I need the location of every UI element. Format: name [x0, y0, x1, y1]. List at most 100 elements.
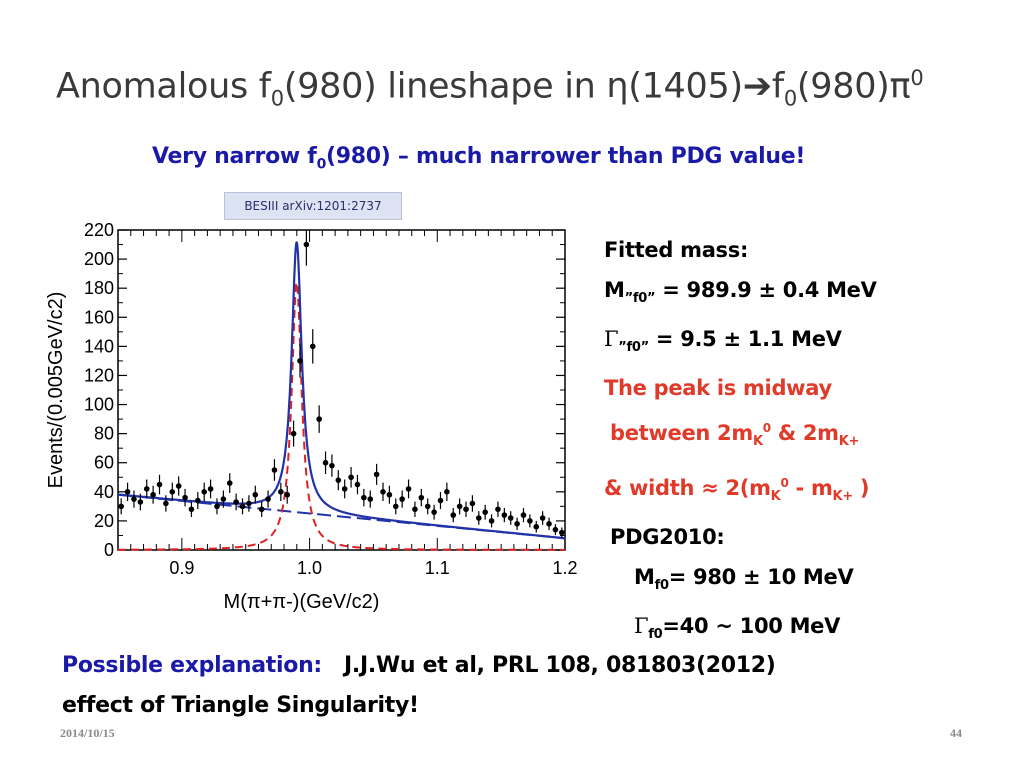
pdg-mass-symbol: M — [634, 564, 655, 589]
data-point — [278, 489, 284, 495]
peak-note-2: between 2mK0 & 2mK+ — [604, 408, 877, 462]
y-tick-label: 40 — [94, 482, 114, 502]
signal-curve — [118, 282, 565, 551]
data-point — [284, 491, 291, 498]
data-point — [258, 506, 265, 513]
data-point — [156, 481, 163, 488]
data-point — [118, 503, 124, 510]
data-point — [380, 489, 386, 495]
data-point — [309, 343, 316, 350]
data-points — [118, 230, 565, 538]
fit-notes: Fitted mass: M”f0” = 989.9 ± 0.4 MeV Γ”f… — [604, 230, 877, 655]
data-point — [329, 462, 335, 469]
explanation-reference: J.J.Wu et al, PRL 108, 081803(2012) — [344, 653, 776, 678]
y-tick-label: 200 — [84, 249, 114, 269]
data-point — [175, 483, 182, 489]
lineshape-chart: 0 20 40 60 80 100 120 140 160 180 200 220 0.9 1.0 1.1 1… — [45, 220, 578, 613]
mass-symbol: M — [604, 278, 625, 302]
peak-note-1: The peak is midway — [604, 376, 832, 401]
data-point — [239, 503, 246, 510]
chart-axes: 0 20 40 60 80 100 120 140 160 180 200 220 0.9 1.0 1.1 1… — [84, 220, 578, 578]
data-point — [399, 496, 405, 502]
data-point — [143, 486, 150, 492]
data-point — [463, 506, 469, 513]
data-point — [169, 489, 176, 495]
note-superscript: 0 — [780, 475, 789, 490]
explanation: Possible explanation: J.J.Wu et al, PRL … — [62, 646, 776, 726]
pdg-mass-value: = 980 ± 10 MeV — [668, 564, 854, 589]
fitted-width-line: Γ”f0” = 9.5 ± 1.1 MeV — [604, 319, 877, 368]
page-number: 44 — [950, 726, 962, 740]
data-point — [348, 474, 354, 481]
data-point — [188, 506, 195, 513]
width-value: = 9.5 ± 1.1 MeV — [648, 327, 842, 352]
total-fit — [117, 241, 566, 540]
title-subscript: 0 — [783, 86, 797, 111]
data-point — [322, 459, 329, 466]
pdg-header: PDG2010: — [610, 524, 725, 549]
data-point — [341, 486, 348, 492]
y-tick-label: 80 — [94, 424, 114, 444]
title-part: Anomalous f — [56, 66, 271, 107]
data-point — [303, 241, 310, 248]
data-point — [361, 494, 367, 501]
data-point — [456, 503, 463, 510]
data-point — [424, 503, 431, 510]
note-subscript: K — [752, 434, 763, 450]
y-tick-label: 180 — [84, 278, 114, 298]
data-point — [514, 521, 520, 527]
page-title: Anomalous f0(980) lineshape in η(1405)➔f… — [56, 66, 924, 111]
data-point — [539, 515, 546, 521]
data-point — [373, 471, 380, 478]
data-point — [418, 494, 425, 501]
fitted-mass-header: Fitted mass: — [604, 238, 749, 262]
data-point — [182, 494, 188, 501]
peak-note-3: & width ≈ 2(mK0 - mK+ ) — [604, 463, 877, 517]
subtitle-part: (980) – much narrower than PDG value! — [326, 144, 806, 169]
title-part: (980)π — [796, 66, 911, 107]
data-point — [482, 509, 488, 515]
data-point — [488, 518, 495, 524]
note-subscript: K+ — [838, 434, 860, 450]
y-tick-label: 0 — [104, 540, 114, 560]
axis-labels: M(π+π-)(GeV/c2) Events/(0.005GeV/c2) — [45, 292, 379, 613]
data-point — [559, 529, 565, 536]
reference-badge: BESIII arXiv:1201:2737 — [224, 192, 402, 220]
y-tick-label: 160 — [84, 307, 114, 327]
x-tick-label: 1.0 — [297, 558, 322, 578]
data-point — [386, 491, 393, 498]
data-point — [124, 489, 131, 495]
pdg-width-value: =40 ~ 100 MeV — [662, 613, 841, 638]
data-point — [412, 506, 418, 513]
data-point — [214, 503, 220, 510]
data-point — [501, 512, 508, 518]
mass-value: = 989.9 ± 0.4 MeV — [655, 278, 877, 302]
data-point — [131, 496, 137, 502]
explanation-label: Possible explanation: — [62, 653, 322, 678]
data-point — [527, 518, 533, 524]
x-axis-label: M(π+π-)(GeV/c2) — [224, 591, 380, 613]
note-part: ) — [852, 475, 870, 500]
data-point — [252, 491, 259, 498]
y-tick-label: 120 — [84, 365, 114, 385]
x-tick-label: 0.9 — [169, 558, 194, 578]
data-point — [546, 521, 552, 527]
pdg-width-line: Γf0=40 ~ 100 MeV — [604, 606, 877, 655]
note-subscript: K — [770, 488, 781, 504]
width-symbol: Γ — [604, 327, 619, 352]
data-point — [207, 486, 214, 492]
data-point — [552, 526, 559, 533]
data-point — [507, 515, 514, 521]
x-tick-label: 1.2 — [552, 558, 577, 578]
data-point — [246, 500, 252, 507]
data-point — [226, 480, 233, 486]
data-point — [163, 500, 169, 507]
data-point — [271, 467, 278, 473]
y-tick-label: 20 — [94, 511, 114, 531]
data-point — [520, 512, 527, 518]
x-tick-label: 1.1 — [425, 558, 450, 578]
note-part: & 2m — [770, 421, 839, 446]
signal-fit — [118, 282, 565, 551]
data-point — [316, 416, 322, 422]
data-point — [150, 491, 156, 498]
